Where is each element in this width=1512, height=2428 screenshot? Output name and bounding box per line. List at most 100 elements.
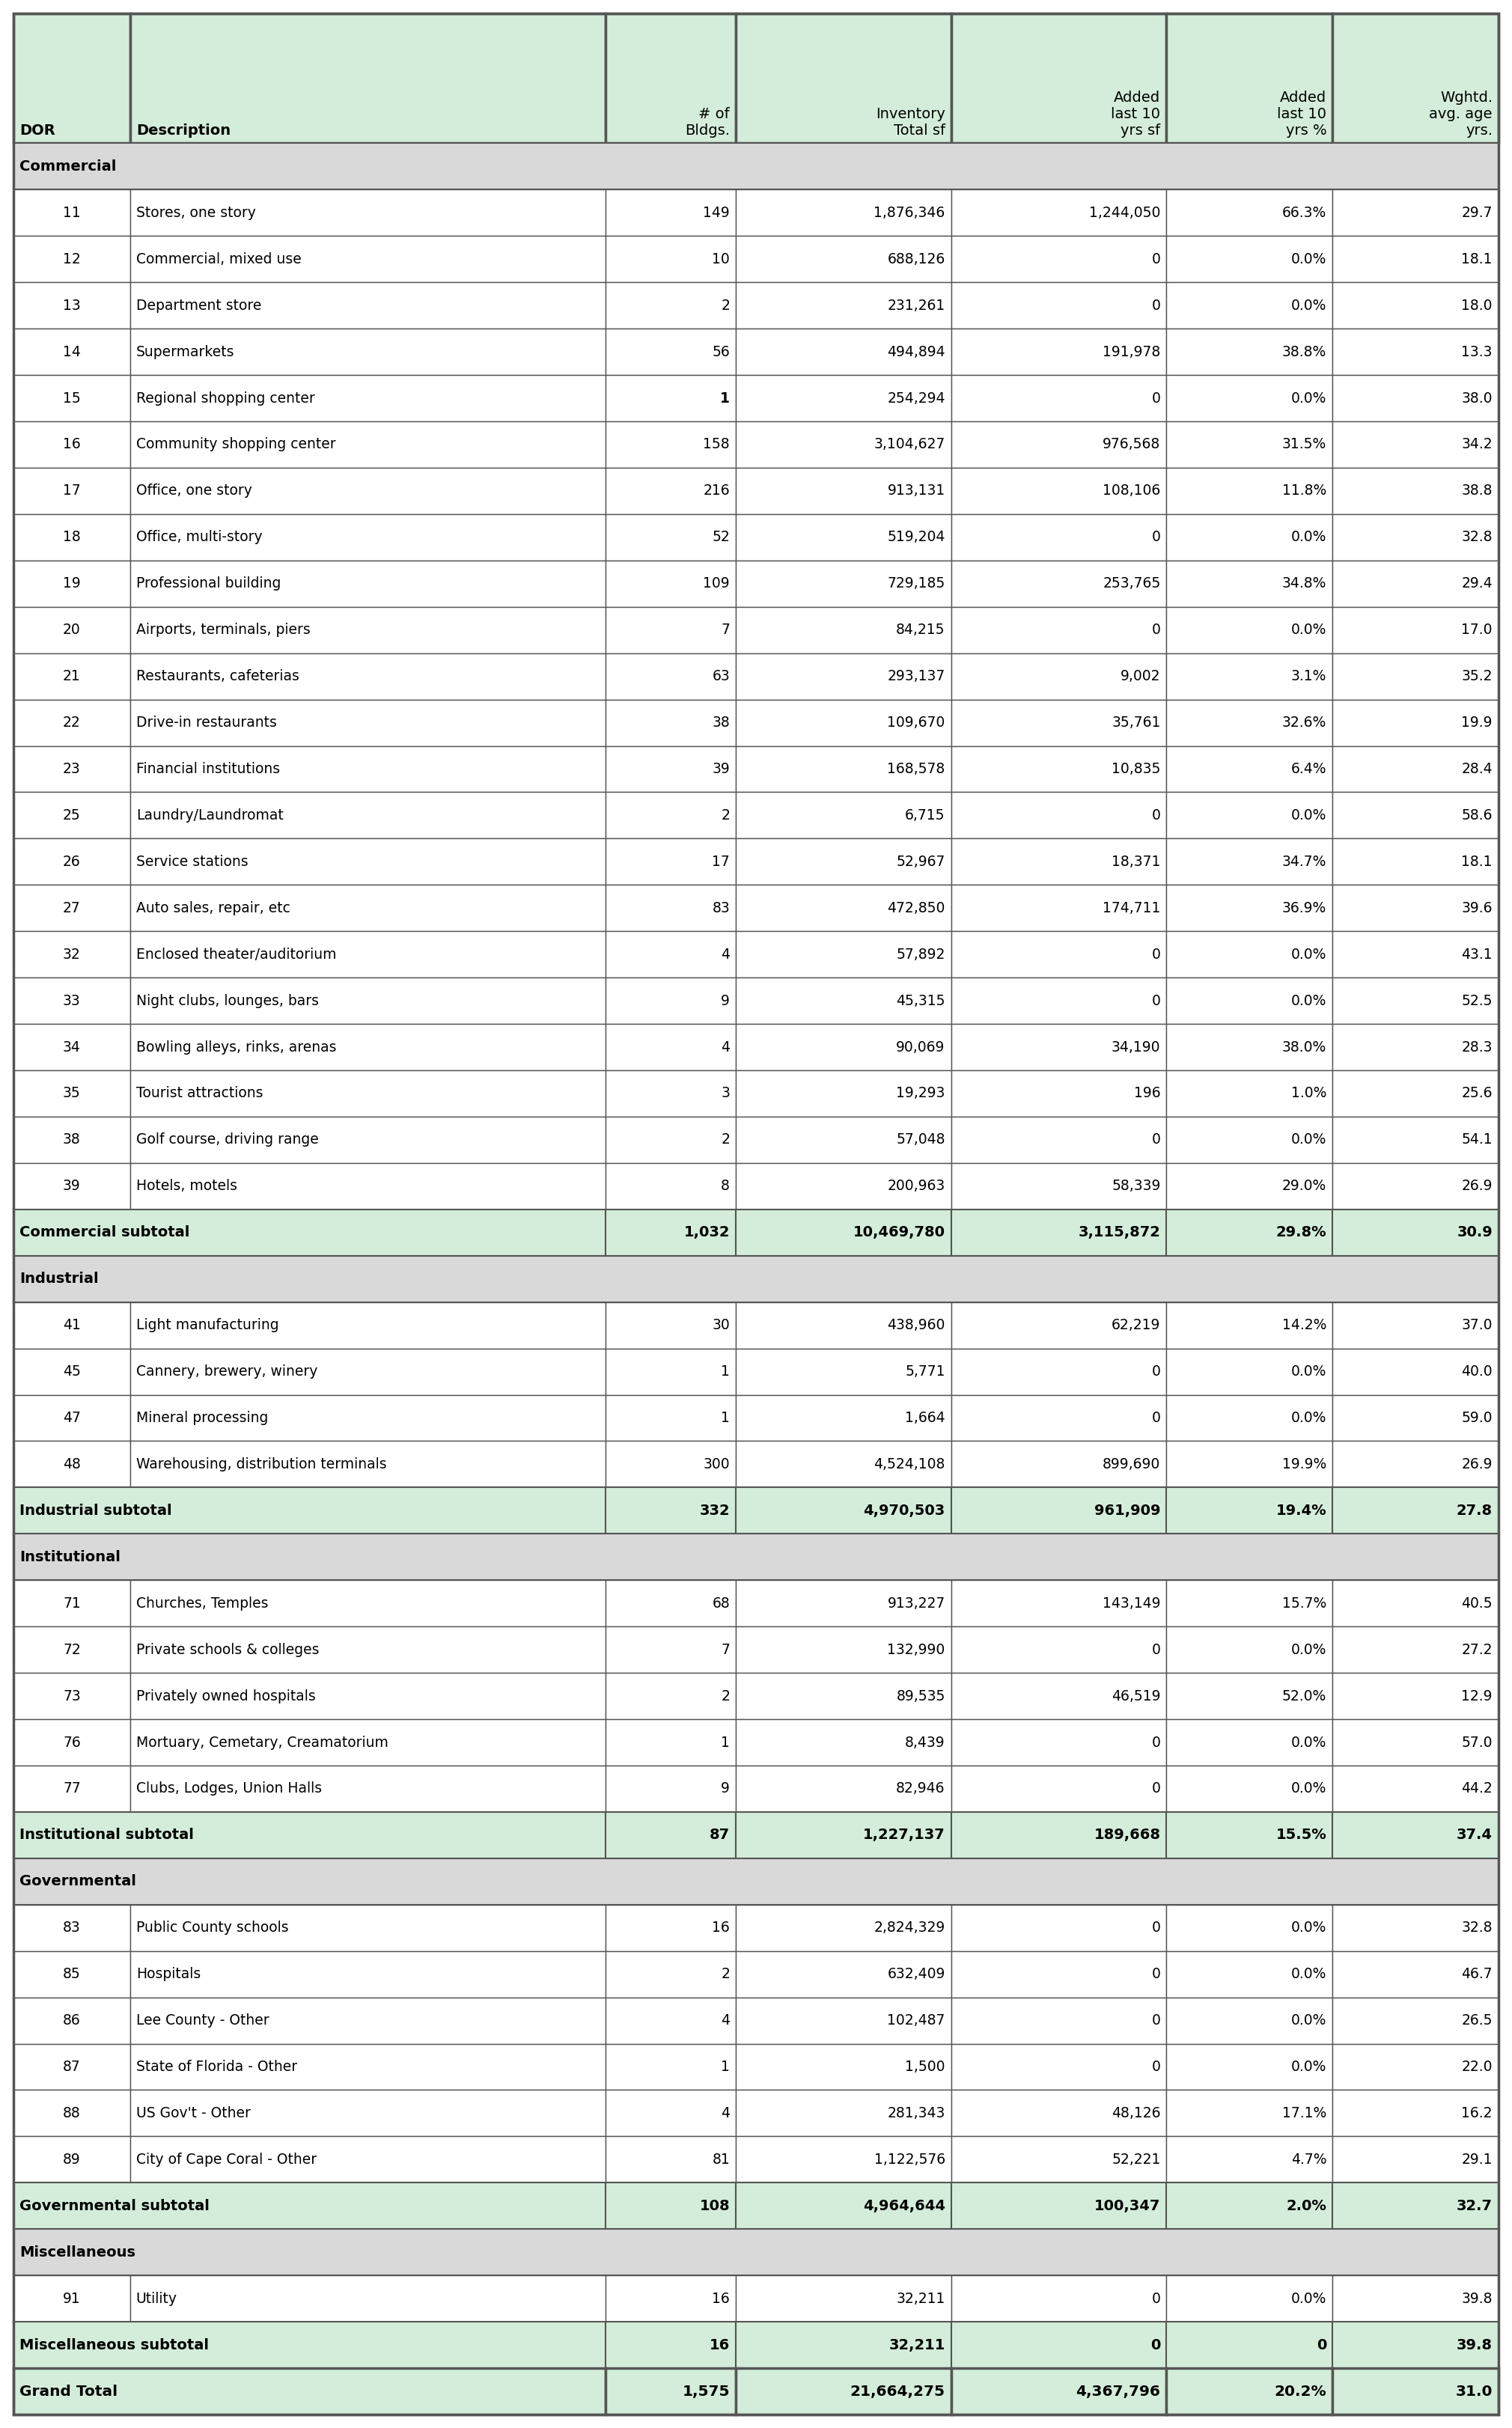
Text: 100,347: 100,347 xyxy=(1095,2200,1161,2212)
Bar xyxy=(951,1952,1167,1998)
Bar xyxy=(14,422,130,469)
Text: Description: Description xyxy=(136,124,230,138)
Bar xyxy=(736,2367,951,2413)
Text: 191,978: 191,978 xyxy=(1102,345,1161,359)
Bar xyxy=(1332,1627,1498,1673)
Text: 56: 56 xyxy=(712,345,730,359)
Bar xyxy=(14,932,130,978)
Text: Community shopping center: Community shopping center xyxy=(136,437,336,452)
Bar xyxy=(736,1117,951,1163)
Bar xyxy=(1332,374,1498,422)
Bar xyxy=(1332,699,1498,745)
Bar xyxy=(606,2321,736,2367)
Bar xyxy=(951,1581,1167,1627)
Bar xyxy=(14,1857,1498,1904)
Text: 729,185: 729,185 xyxy=(888,575,945,590)
Text: 19.9%: 19.9% xyxy=(1282,1457,1326,1471)
Text: 76: 76 xyxy=(64,1736,80,1751)
Bar xyxy=(951,328,1167,374)
Text: 0.0%: 0.0% xyxy=(1291,1644,1326,1656)
Bar xyxy=(1332,422,1498,469)
Bar xyxy=(130,653,606,699)
Bar xyxy=(14,838,130,884)
Text: 66.3%: 66.3% xyxy=(1282,206,1326,221)
Bar xyxy=(130,2137,606,2183)
Bar xyxy=(951,515,1167,561)
Bar xyxy=(1332,1719,1498,1765)
Text: 14.2%: 14.2% xyxy=(1282,1318,1326,1333)
Text: 0.0%: 0.0% xyxy=(1291,1365,1326,1379)
Text: Institutional: Institutional xyxy=(20,1549,121,1564)
Text: 31.5%: 31.5% xyxy=(1282,437,1326,452)
Bar xyxy=(1332,838,1498,884)
Text: Governmental: Governmental xyxy=(20,1874,136,1889)
Text: Service stations: Service stations xyxy=(136,855,248,869)
Text: 83: 83 xyxy=(712,901,730,915)
Bar xyxy=(130,745,606,792)
Text: 32.8: 32.8 xyxy=(1462,529,1492,544)
Text: 0.0%: 0.0% xyxy=(1291,1134,1326,1146)
Bar xyxy=(14,2321,606,2367)
Text: 109,670: 109,670 xyxy=(888,716,945,731)
Text: 46,519: 46,519 xyxy=(1111,1690,1161,1702)
Text: Office, one story: Office, one story xyxy=(136,483,253,498)
Bar xyxy=(130,699,606,745)
Bar xyxy=(1167,1811,1332,1857)
Bar xyxy=(606,561,736,607)
Bar xyxy=(130,469,606,515)
Text: 16.2: 16.2 xyxy=(1462,2105,1492,2120)
Text: 3: 3 xyxy=(721,1085,730,1100)
Text: 52.5: 52.5 xyxy=(1462,993,1492,1008)
Text: 10,835: 10,835 xyxy=(1111,762,1161,777)
Text: 22: 22 xyxy=(64,716,80,731)
Text: 438,960: 438,960 xyxy=(888,1318,945,1333)
Text: Hospitals: Hospitals xyxy=(136,1967,201,1981)
Bar xyxy=(1332,1488,1498,1534)
Text: 32.7: 32.7 xyxy=(1456,2200,1492,2212)
Bar xyxy=(951,1301,1167,1348)
Text: 18.0: 18.0 xyxy=(1462,299,1492,313)
Bar xyxy=(14,1627,130,1673)
Bar xyxy=(606,792,736,838)
Bar xyxy=(1332,792,1498,838)
Bar xyxy=(1332,1811,1498,1857)
Text: 68: 68 xyxy=(712,1595,730,1610)
Text: 14: 14 xyxy=(64,345,80,359)
Bar xyxy=(1167,374,1332,422)
Text: 7: 7 xyxy=(721,624,730,636)
Bar xyxy=(951,1811,1167,1857)
Text: 46.7: 46.7 xyxy=(1462,1967,1492,1981)
Bar xyxy=(1167,1765,1332,1811)
Text: 16: 16 xyxy=(712,2292,730,2307)
Bar xyxy=(951,15,1167,143)
Bar xyxy=(1167,1998,1332,2044)
Text: 89,535: 89,535 xyxy=(897,1690,945,1702)
Bar xyxy=(951,236,1167,282)
Text: 0: 0 xyxy=(1152,1134,1161,1146)
Text: 0: 0 xyxy=(1152,1411,1161,1425)
Bar xyxy=(736,561,951,607)
Bar xyxy=(736,792,951,838)
Text: 0: 0 xyxy=(1152,2059,1161,2074)
Bar xyxy=(951,189,1167,236)
Text: Night clubs, lounges, bars: Night clubs, lounges, bars xyxy=(136,993,319,1008)
Bar xyxy=(606,838,736,884)
Bar xyxy=(130,15,606,143)
Bar xyxy=(951,1904,1167,1952)
Text: 52,221: 52,221 xyxy=(1111,2154,1161,2166)
Text: 88: 88 xyxy=(64,2105,80,2120)
Bar xyxy=(606,1209,736,1255)
Bar xyxy=(14,143,1498,189)
Text: 85: 85 xyxy=(64,1967,80,1981)
Bar xyxy=(1332,2137,1498,2183)
Text: Laundry/Laundromat: Laundry/Laundromat xyxy=(136,809,283,823)
Bar xyxy=(14,792,130,838)
Bar xyxy=(1332,15,1498,143)
Text: 90,069: 90,069 xyxy=(897,1039,945,1054)
Bar xyxy=(1167,2044,1332,2091)
Text: 4: 4 xyxy=(721,2105,730,2120)
Bar xyxy=(736,2091,951,2137)
Text: 28.3: 28.3 xyxy=(1462,1039,1492,1054)
Bar xyxy=(1332,469,1498,515)
Text: 472,850: 472,850 xyxy=(888,901,945,915)
